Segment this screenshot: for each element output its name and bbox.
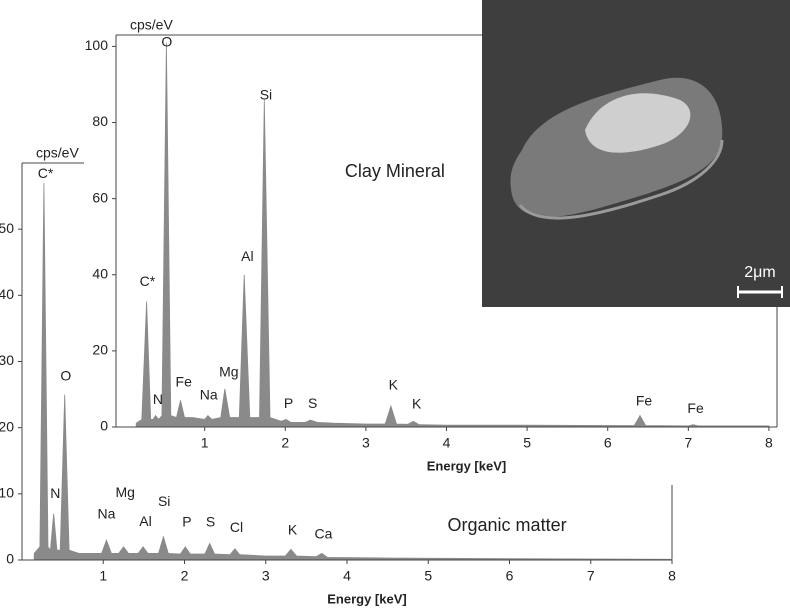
peak-label: Al: [241, 248, 253, 264]
peak-label: Fe: [636, 393, 653, 409]
y-tick-label: 20: [92, 342, 108, 358]
peak-label: Al: [139, 513, 151, 529]
x-tick-label: 6: [604, 435, 612, 451]
x-tick-label: 4: [343, 568, 351, 584]
scale-label: 2μm: [744, 264, 775, 281]
y-tick-label: 40: [92, 265, 108, 281]
peak-label: S: [308, 395, 317, 411]
y-tick-label: 0: [6, 551, 14, 567]
y-axis-label: cps/eV: [130, 17, 173, 33]
y-tick-label: 30: [0, 352, 14, 368]
y-tick-label: 100: [85, 37, 109, 53]
peak-label: O: [60, 367, 71, 383]
x-tick-label: 2: [281, 435, 289, 451]
y-tick-label: 20: [0, 418, 14, 434]
peak-label: Mg: [219, 364, 238, 380]
peak-label: Si: [158, 493, 170, 509]
x-tick-label: 1: [99, 568, 107, 584]
peak-label: Na: [200, 386, 218, 402]
y-tick-label: 80: [92, 113, 108, 129]
x-tick-label: 7: [587, 568, 595, 584]
x-tick-label: 3: [362, 435, 370, 451]
y-tick-label: 40: [0, 286, 14, 302]
peak-label: Si: [260, 87, 272, 103]
y-tick-label: 50: [0, 220, 14, 236]
x-axis-label: Energy [keV]: [327, 591, 406, 606]
particle-edge: [518, 139, 724, 220]
x-tick-label: 5: [424, 568, 432, 584]
peak-label: C*: [38, 165, 54, 181]
x-tick-label: 8: [765, 435, 773, 451]
peak-label: Cl: [230, 519, 243, 535]
peak-label: P: [182, 514, 191, 530]
spectrum: [33, 182, 673, 561]
spectrum: [135, 42, 770, 428]
y-tick-label: 10: [0, 485, 14, 501]
x-tick-label: 1: [201, 435, 209, 451]
x-tick-label: 6: [506, 568, 514, 584]
peak-label: O: [161, 33, 172, 49]
particle-highlight: [585, 93, 691, 153]
peak-label: Ca: [314, 526, 332, 542]
x-axis-label: Energy [keV]: [427, 458, 506, 473]
spectrum-label: Organic matter: [448, 515, 567, 535]
peak-label: Fe: [687, 400, 704, 416]
x-tick-label: 2: [181, 568, 189, 584]
peak-label: K: [412, 396, 422, 412]
x-tick-label: 7: [684, 435, 692, 451]
peak-label: K: [288, 522, 298, 538]
peak-label: Mg: [115, 484, 134, 500]
peak-label: C*: [140, 273, 156, 289]
y-tick-label: 0: [100, 418, 108, 434]
x-tick-label: 8: [668, 568, 676, 584]
x-tick-label: 5: [523, 435, 531, 451]
peak-label: N: [50, 485, 60, 501]
x-tick-label: 3: [262, 568, 270, 584]
peak-label: P: [284, 395, 293, 411]
x-tick-label: 4: [443, 435, 451, 451]
peak-label: Na: [98, 506, 116, 522]
sem-image: 2μm: [482, 0, 790, 307]
y-tick-label: 60: [92, 189, 108, 205]
spectrum-label: Clay Mineral: [345, 161, 445, 181]
peak-label: Fe: [176, 374, 193, 390]
peak-label: K: [389, 377, 399, 393]
peak-label: S: [206, 514, 215, 530]
y-axis-label: cps/eV: [36, 145, 79, 161]
peak-label: N: [153, 391, 163, 407]
